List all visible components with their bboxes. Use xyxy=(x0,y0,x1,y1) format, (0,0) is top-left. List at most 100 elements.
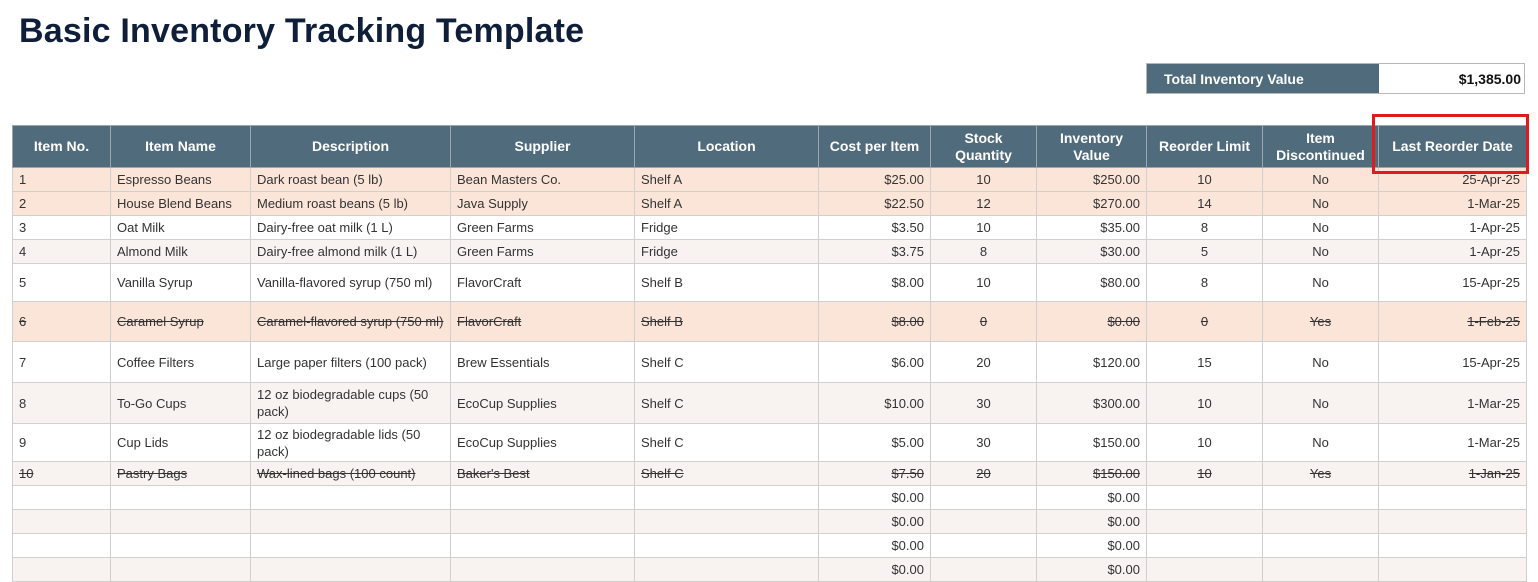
cell-supplier[interactable]: Green Farms xyxy=(450,239,635,264)
cell-inventory-value[interactable]: $0.00 xyxy=(1036,301,1147,342)
cell-reorder-limit[interactable]: 5 xyxy=(1146,239,1263,264)
cell-inventory-value[interactable]: $120.00 xyxy=(1036,341,1147,383)
cell-location[interactable]: Shelf A xyxy=(634,167,819,192)
cell-inventory-value[interactable]: $300.00 xyxy=(1036,382,1147,424)
cell-item-discontinued[interactable]: No xyxy=(1262,239,1379,264)
cell-location[interactable]: Shelf C xyxy=(634,461,819,486)
cell-location[interactable]: Shelf C xyxy=(634,341,819,383)
cell-item-discontinued[interactable] xyxy=(1262,509,1379,534)
cell-item-name[interactable] xyxy=(110,557,251,582)
column-header-supplier[interactable]: Supplier xyxy=(450,125,635,168)
cell-reorder-limit[interactable]: 10 xyxy=(1146,382,1263,424)
column-header-description[interactable]: Description xyxy=(250,125,451,168)
cell-item-discontinued[interactable]: No xyxy=(1262,263,1379,302)
cell-stock-quantity[interactable]: 30 xyxy=(930,382,1037,424)
cell-reorder-limit[interactable]: 10 xyxy=(1146,167,1263,192)
cell-supplier[interactable]: FlavorCraft xyxy=(450,263,635,302)
cell-description[interactable]: Wax-lined bags (100 count) xyxy=(250,461,451,486)
cell-supplier[interactable] xyxy=(450,509,635,534)
cell-last-reorder-date[interactable]: 1-Jan-25 xyxy=(1378,461,1527,486)
cell-last-reorder-date[interactable]: 1-Mar-25 xyxy=(1378,382,1527,424)
cell-inventory-value[interactable]: $150.00 xyxy=(1036,423,1147,462)
cell-item-name[interactable]: Espresso Beans xyxy=(110,167,251,192)
cell-last-reorder-date[interactable]: 1-Mar-25 xyxy=(1378,191,1527,216)
cell-description[interactable] xyxy=(250,485,451,510)
cell-description[interactable]: Dark roast bean (5 lb) xyxy=(250,167,451,192)
cell-inventory-value[interactable]: $30.00 xyxy=(1036,239,1147,264)
cell-inventory-value[interactable]: $0.00 xyxy=(1036,533,1147,558)
cell-item-no[interactable]: 5 xyxy=(12,263,111,302)
cell-supplier[interactable]: Java Supply xyxy=(450,191,635,216)
cell-item-name[interactable]: Caramel Syrup xyxy=(110,301,251,342)
cell-item-discontinued[interactable]: No xyxy=(1262,382,1379,424)
cell-item-discontinued[interactable]: No xyxy=(1262,215,1379,240)
cell-cost-per-item[interactable]: $10.00 xyxy=(818,382,931,424)
cell-description[interactable]: Vanilla-flavored syrup (750 ml) xyxy=(250,263,451,302)
cell-item-no[interactable] xyxy=(12,509,111,534)
cell-location[interactable]: Fridge xyxy=(634,239,819,264)
cell-item-name[interactable]: Vanilla Syrup xyxy=(110,263,251,302)
cell-item-name[interactable] xyxy=(110,509,251,534)
cell-cost-per-item[interactable]: $3.50 xyxy=(818,215,931,240)
cell-last-reorder-date[interactable] xyxy=(1378,509,1527,534)
cell-supplier[interactable]: FlavorCraft xyxy=(450,301,635,342)
cell-cost-per-item[interactable]: $25.00 xyxy=(818,167,931,192)
cell-inventory-value[interactable]: $0.00 xyxy=(1036,557,1147,582)
cell-stock-quantity[interactable]: 10 xyxy=(930,263,1037,302)
cell-supplier[interactable]: Green Farms xyxy=(450,215,635,240)
cell-item-discontinued[interactable]: No xyxy=(1262,423,1379,462)
cell-item-name[interactable]: Pastry Bags xyxy=(110,461,251,486)
cell-item-name[interactable] xyxy=(110,533,251,558)
cell-supplier[interactable] xyxy=(450,557,635,582)
cell-cost-per-item[interactable]: $0.00 xyxy=(818,533,931,558)
cell-cost-per-item[interactable]: $7.50 xyxy=(818,461,931,486)
cell-stock-quantity[interactable] xyxy=(930,557,1037,582)
cell-last-reorder-date[interactable] xyxy=(1378,557,1527,582)
cell-stock-quantity[interactable]: 0 xyxy=(930,301,1037,342)
cell-item-discontinued[interactable]: Yes xyxy=(1262,301,1379,342)
cell-location[interactable] xyxy=(634,509,819,534)
cell-inventory-value[interactable]: $250.00 xyxy=(1036,167,1147,192)
cell-last-reorder-date[interactable]: 1-Feb-25 xyxy=(1378,301,1527,342)
cell-last-reorder-date[interactable] xyxy=(1378,485,1527,510)
cell-cost-per-item[interactable]: $22.50 xyxy=(818,191,931,216)
cell-item-name[interactable]: To-Go Cups xyxy=(110,382,251,424)
cell-location[interactable]: Shelf B xyxy=(634,301,819,342)
cell-stock-quantity[interactable]: 12 xyxy=(930,191,1037,216)
cell-description[interactable]: Caramel-flavored syrup (750 ml) xyxy=(250,301,451,342)
cell-item-no[interactable]: 7 xyxy=(12,341,111,383)
cell-last-reorder-date[interactable]: 1-Apr-25 xyxy=(1378,215,1527,240)
cell-stock-quantity[interactable] xyxy=(930,533,1037,558)
cell-stock-quantity[interactable]: 20 xyxy=(930,341,1037,383)
cell-item-no[interactable]: 6 xyxy=(12,301,111,342)
cell-item-no[interactable]: 10 xyxy=(12,461,111,486)
cell-description[interactable] xyxy=(250,509,451,534)
cell-location[interactable] xyxy=(634,557,819,582)
cell-cost-per-item[interactable]: $0.00 xyxy=(818,485,931,510)
cell-description[interactable]: 12 oz biodegradable cups (50 pack) xyxy=(250,382,451,424)
cell-stock-quantity[interactable]: 10 xyxy=(930,215,1037,240)
cell-inventory-value[interactable]: $270.00 xyxy=(1036,191,1147,216)
cell-stock-quantity[interactable]: 20 xyxy=(930,461,1037,486)
total-inventory-value[interactable]: $1,385.00 xyxy=(1379,64,1524,93)
cell-supplier[interactable] xyxy=(450,485,635,510)
cell-reorder-limit[interactable] xyxy=(1146,533,1263,558)
cell-item-no[interactable] xyxy=(12,557,111,582)
cell-reorder-limit[interactable]: 8 xyxy=(1146,215,1263,240)
cell-item-name[interactable]: Oat Milk xyxy=(110,215,251,240)
cell-inventory-value[interactable]: $0.00 xyxy=(1036,485,1147,510)
column-header-cost-per-item[interactable]: Cost per Item xyxy=(818,125,931,168)
cell-cost-per-item[interactable]: $0.00 xyxy=(818,557,931,582)
cell-item-no[interactable]: 9 xyxy=(12,423,111,462)
cell-reorder-limit[interactable]: 15 xyxy=(1146,341,1263,383)
cell-supplier[interactable]: EcoCup Supplies xyxy=(450,423,635,462)
column-header-item-no[interactable]: Item No. xyxy=(12,125,111,168)
column-header-reorder-limit[interactable]: Reorder Limit xyxy=(1146,125,1263,168)
cell-item-name[interactable]: House Blend Beans xyxy=(110,191,251,216)
cell-supplier[interactable]: EcoCup Supplies xyxy=(450,382,635,424)
cell-location[interactable]: Shelf B xyxy=(634,263,819,302)
cell-location[interactable]: Fridge xyxy=(634,215,819,240)
cell-last-reorder-date[interactable]: 25-Apr-25 xyxy=(1378,167,1527,192)
cell-stock-quantity[interactable]: 8 xyxy=(930,239,1037,264)
cell-item-no[interactable]: 8 xyxy=(12,382,111,424)
